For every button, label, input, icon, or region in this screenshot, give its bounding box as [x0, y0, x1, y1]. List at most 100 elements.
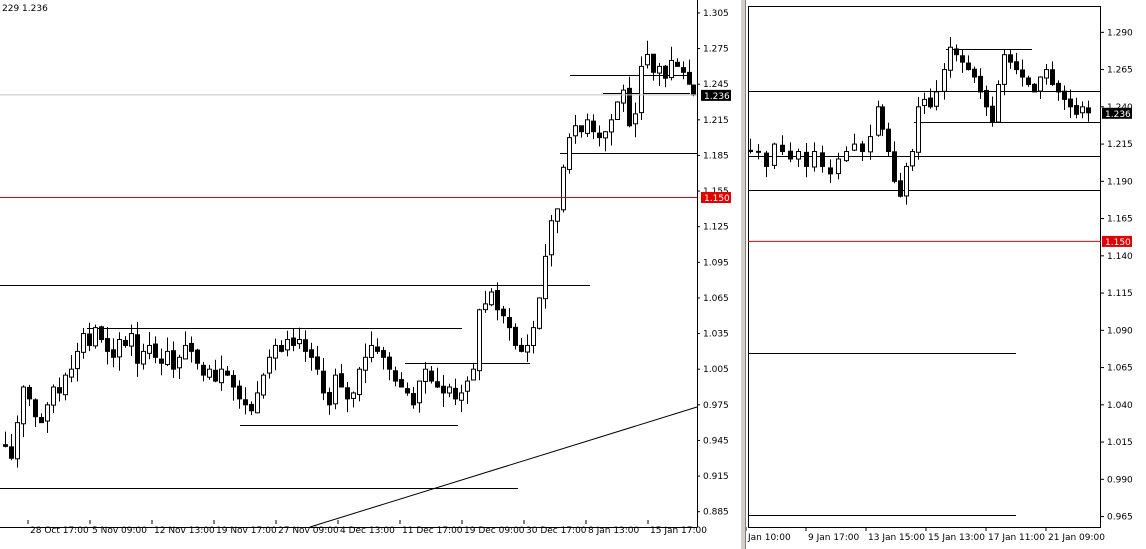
candle-body	[453, 387, 458, 400]
left-trendline[interactable]	[309, 406, 698, 528]
candle-body	[836, 158, 841, 175]
candle-body	[966, 62, 971, 71]
candle-body	[327, 392, 332, 406]
candle-body	[93, 327, 98, 347]
candle-body	[177, 356, 182, 369]
candle-body	[651, 53, 656, 73]
candle-body	[387, 356, 392, 370]
candle-body	[780, 144, 785, 153]
left-time-ticks: 28 Oct 17:00 5 Nov 09:00 12 Nov 13:00 19 No…	[27, 520, 707, 536]
candle-body	[669, 59, 674, 79]
candle-body	[892, 151, 897, 182]
right-level-price-label: 1.150	[1102, 235, 1132, 248]
candle-body	[381, 350, 386, 358]
candle-body	[105, 338, 110, 352]
candle-body	[948, 46, 953, 71]
candle-body	[63, 374, 68, 396]
candle-body	[1032, 83, 1037, 93]
price-tick-label: 1.065	[703, 294, 729, 304]
candle-body	[1014, 61, 1019, 71]
candle-body	[681, 67, 686, 73]
candle-body	[501, 308, 506, 317]
candle-body	[465, 380, 470, 392]
price-tick-label: 1.125	[703, 223, 729, 233]
candle-body	[345, 387, 350, 400]
candle-body	[507, 317, 512, 329]
candle-body	[15, 422, 20, 460]
candle-body	[756, 150, 761, 153]
candle-body	[81, 333, 86, 353]
time-tick-label: 13 Jan 15:00	[868, 533, 925, 543]
candle-body	[33, 399, 38, 418]
candle-body	[123, 339, 128, 346]
svg-text:1.150: 1.150	[1105, 238, 1131, 248]
price-tick-label: 0.885	[703, 508, 729, 518]
candle-body	[309, 349, 314, 358]
candle-body	[788, 150, 793, 160]
candle-body	[633, 113, 638, 125]
right-plot-area	[746, 0, 1101, 527]
left-price-chart[interactable]: 1.3051.2751.2451.2151.1851.1551.1251.095…	[0, 0, 740, 549]
candle-body	[984, 90, 989, 108]
candle-body	[111, 349, 116, 358]
price-tick-label: 1.275	[703, 45, 729, 55]
candle-body	[405, 388, 410, 394]
candle-body	[627, 87, 632, 127]
candle-body	[764, 152, 769, 167]
price-tick-label: 1.140	[1107, 252, 1133, 262]
candle-body	[621, 89, 626, 104]
candle-body	[597, 132, 602, 139]
price-tick-label: 1.115	[1107, 289, 1133, 299]
time-tick-label: 15 Jan 13:00	[928, 533, 985, 543]
right-plot-frame	[748, 6, 1101, 528]
time-tick-label: 15 Jan 17:00	[650, 526, 707, 536]
time-tick-label: 11 Dec 17:00	[402, 526, 463, 536]
candle-body	[207, 368, 212, 378]
right-chart-window[interactable]: 1.2901.2651.2401.2151.1901.1651.1401.115…	[746, 0, 1146, 549]
candle-body	[954, 48, 959, 56]
candle-body	[657, 65, 662, 74]
price-tick-label: 1.165	[1107, 215, 1133, 225]
candle-body	[423, 368, 428, 382]
candle-body	[852, 143, 857, 151]
candle-body	[525, 344, 530, 353]
price-tick-label: 1.040	[1107, 401, 1133, 411]
candle-body	[812, 151, 817, 168]
svg-text:1.236: 1.236	[704, 92, 730, 102]
candle-body	[880, 106, 885, 130]
candle-body	[99, 326, 104, 341]
candle-body	[609, 119, 614, 133]
window-splitter[interactable]	[740, 0, 746, 549]
candle-body	[261, 374, 266, 396]
candle-body	[796, 151, 801, 160]
candle-body	[471, 368, 476, 381]
left-level-price-label: 1.150	[701, 192, 731, 204]
candle-body	[531, 327, 536, 347]
candle-body	[171, 350, 176, 370]
candle-body	[942, 69, 947, 92]
right-price-chart[interactable]: 1.2901.2651.2401.2151.1901.1651.1401.115…	[746, 0, 1146, 549]
candle-body	[904, 165, 909, 197]
candle-body	[285, 339, 290, 351]
candle-body	[519, 344, 524, 352]
time-tick-label: Jan 10:00	[747, 533, 791, 543]
candle-body	[1002, 54, 1007, 85]
price-tick-label: 1.015	[1107, 438, 1133, 448]
time-tick-label: 4 Dec 13:00	[340, 526, 395, 536]
price-tick-label: 1.005	[703, 365, 729, 375]
candle-body	[393, 370, 398, 382]
candle-body	[591, 120, 596, 133]
left-chart-window[interactable]: 1.3051.2751.2451.2151.1851.1551.1251.095…	[0, 0, 740, 549]
candle-body	[549, 220, 554, 256]
candle-body	[369, 344, 374, 358]
candle-body	[495, 289, 500, 311]
candle-body	[1068, 98, 1073, 108]
candle-body	[513, 326, 518, 346]
candle-body	[567, 137, 572, 170]
price-tick-label: 1.265	[1107, 66, 1133, 76]
left-candles-group	[3, 40, 696, 468]
candle-body	[748, 149, 753, 153]
candle-body	[972, 68, 977, 78]
candle-body	[255, 392, 260, 414]
candle-body	[990, 105, 995, 123]
